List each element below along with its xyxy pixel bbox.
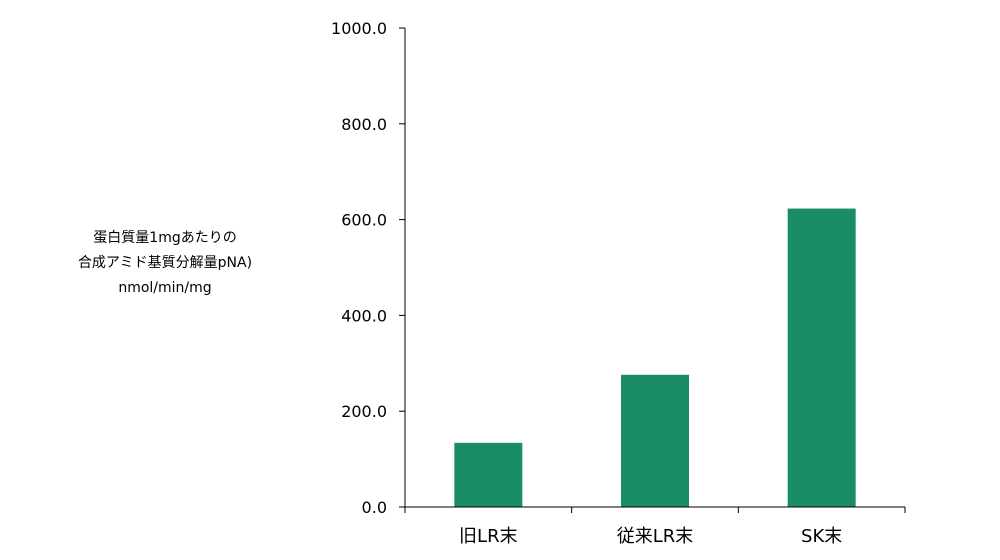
y-axis-label: 蛋白質量1mgあたりの 合成アミド基質分解量pNA) nmol/min/mg [40, 226, 290, 301]
bar-2 [621, 374, 689, 507]
y-tick-label: 400.0 [341, 306, 387, 325]
bar-1 [454, 442, 523, 507]
y-axis-label-line-2: 合成アミド基質分解量pNA) [77, 255, 253, 271]
x-category-label: 旧LR末 [459, 526, 518, 547]
y-tick-label: 200.0 [341, 402, 387, 421]
x-category-label: 従来LR末 [617, 526, 694, 547]
y-tick-label: 800.0 [341, 115, 387, 134]
y-tick-label: 1000.0 [331, 19, 387, 38]
y-tick-label: 0.0 [362, 498, 387, 517]
bar-3 [787, 208, 856, 507]
bars [454, 208, 856, 507]
y-tick-label: 600.0 [341, 211, 387, 230]
y-axis-label-line-1: 蛋白質量1mgあたりの [93, 230, 237, 246]
y-axis-label-line-3: nmol/min/mg [118, 280, 212, 296]
axes: 0.0 200.0 400.0 600.0 800.0 1000.0 旧LR末 従来LR末 SK… [331, 19, 906, 547]
x-category-label: SK末 [801, 526, 842, 547]
